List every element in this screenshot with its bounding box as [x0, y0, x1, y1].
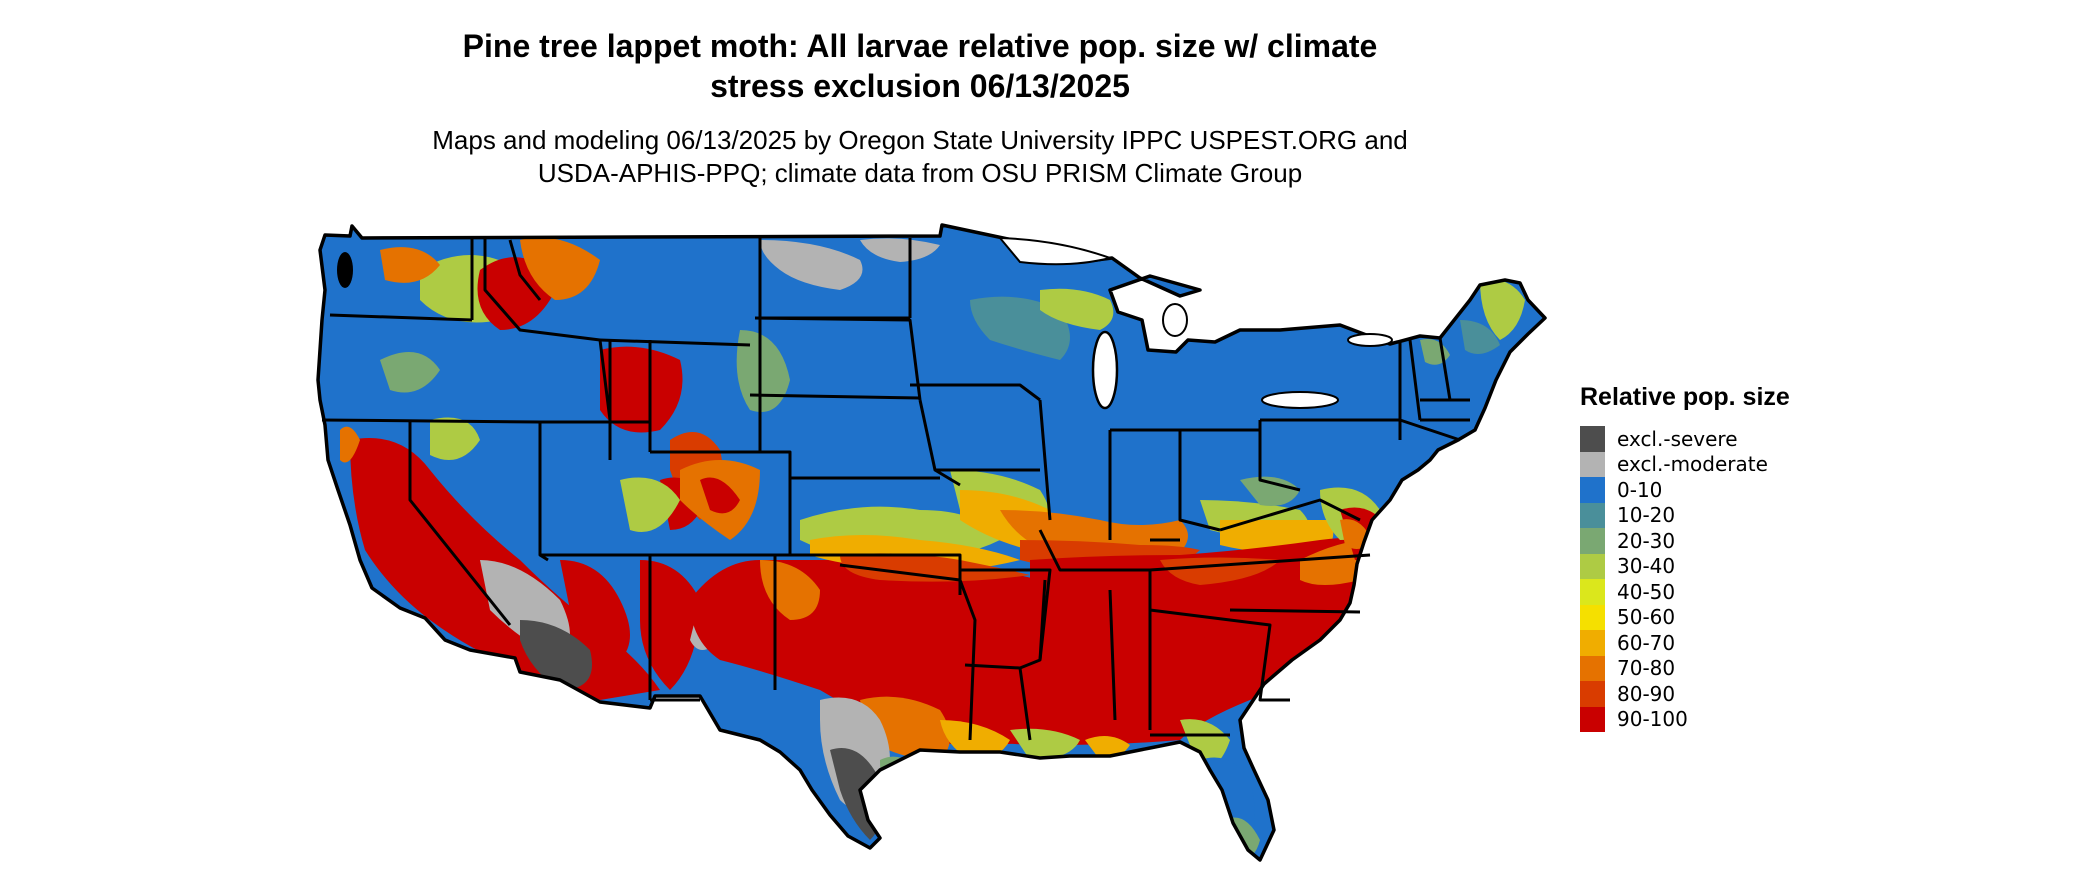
lake-michigan	[1091, 330, 1119, 410]
legend-swatch	[1580, 604, 1605, 630]
legend-label: 70-80	[1617, 656, 1676, 681]
legend: Relative pop. size excl.-severe excl.-mod…	[1580, 382, 1790, 732]
legend-item: 70-80	[1580, 655, 1790, 681]
legend-swatch	[1580, 706, 1605, 732]
legend-label: 90-100	[1617, 707, 1688, 732]
map-subtitle: Maps and modeling 06/13/2025 by Oregon S…	[300, 124, 1540, 190]
lake-ontario	[1347, 333, 1393, 347]
map-title: Pine tree lappet moth: All larvae relati…	[300, 26, 1540, 106]
lake-erie	[1261, 391, 1339, 409]
legend-swatch	[1580, 426, 1605, 452]
legend-swatch	[1580, 655, 1605, 681]
legend-item: excl.-severe	[1580, 426, 1790, 452]
legend-swatch	[1580, 477, 1605, 503]
legend-label: excl.-severe	[1617, 426, 1738, 451]
legend-label: 10-20	[1617, 503, 1676, 528]
puget-sound	[337, 252, 353, 288]
state-borders	[321, 238, 1470, 741]
legend-item: 10-20	[1580, 502, 1790, 528]
legend-swatch	[1580, 451, 1605, 477]
us-outline	[316, 223, 1547, 862]
legend-label: 20-30	[1617, 528, 1676, 553]
map-title-line-1: Pine tree lappet moth: All larvae relati…	[462, 28, 1378, 64]
map-title-line-2: stress exclusion 06/13/2025	[710, 68, 1130, 104]
legend-label: 0-10	[1617, 477, 1663, 502]
legend-label: 50-60	[1617, 605, 1676, 630]
legend-item: 20-30	[1580, 528, 1790, 554]
legend-swatch	[1580, 502, 1605, 528]
legend-label: excl.-moderate	[1617, 452, 1768, 477]
legend-swatch	[1580, 579, 1605, 605]
legend-item: 40-50	[1580, 579, 1790, 605]
legend-item: 30-40	[1580, 553, 1790, 579]
legend-swatch	[1580, 528, 1605, 554]
map-subtitle-line-1: Maps and modeling 06/13/2025 by Oregon S…	[432, 125, 1408, 155]
legend-label: 80-90	[1617, 681, 1676, 706]
legend-item: 80-90	[1580, 681, 1790, 707]
legend-label: 30-40	[1617, 554, 1676, 579]
legend-label: 60-70	[1617, 630, 1676, 655]
map-subtitle-line-2: USDA-APHIS-PPQ; climate data from OSU PR…	[537, 158, 1303, 188]
legend-item: 50-60	[1580, 604, 1790, 630]
legend-item: 0-10	[1580, 477, 1790, 503]
legend-item: excl.-moderate	[1580, 451, 1790, 477]
legend-label: 40-50	[1617, 579, 1676, 604]
legend-swatch	[1580, 553, 1605, 579]
legend-swatch	[1580, 630, 1605, 656]
legend-item: 60-70	[1580, 630, 1790, 656]
legend-swatch	[1580, 681, 1605, 707]
legend-items: excl.-severe excl.-moderate 0-10 10-20 20-30…	[1580, 426, 1790, 732]
lake-huron	[1162, 303, 1188, 337]
legend-item: 90-100	[1580, 706, 1790, 732]
lake-superior	[997, 236, 1114, 266]
legend-title: Relative pop. size	[1580, 383, 1790, 411]
